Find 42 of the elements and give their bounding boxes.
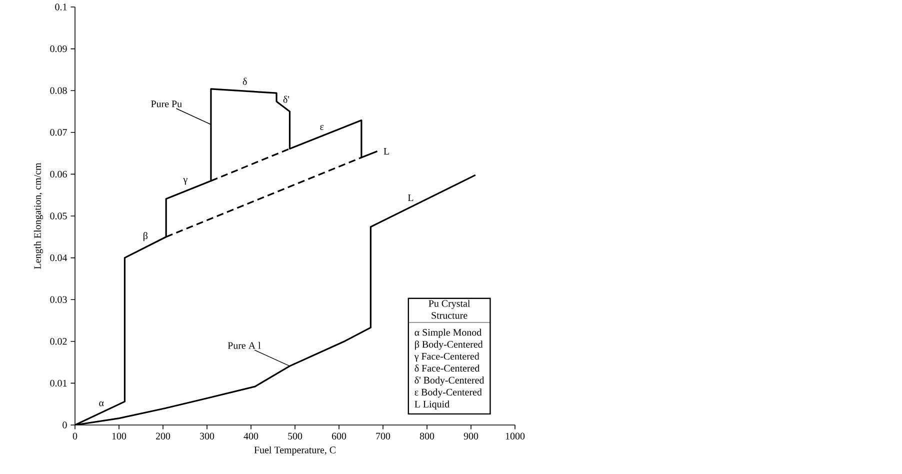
- annotation: δ: [242, 78, 247, 85]
- text: Pure Pu: [151, 100, 182, 108]
- x-tick-label: 300: [200, 432, 214, 440]
- y-tick-label: 0.02: [50, 338, 67, 345]
- y-tick-label: 0: [62, 422, 67, 428]
- y-axis-title: Length Elongation, cm/cm: [34, 162, 43, 269]
- annotation: δ Face-Centered: [414, 364, 480, 372]
- annotation: α Simple Monod: [414, 328, 482, 338]
- x-tick-label: 700: [376, 432, 390, 440]
- y-tick-label: 0.09: [50, 45, 67, 52]
- annotation: L Liquid: [414, 400, 450, 410]
- y-tick-label: 0.1: [55, 4, 67, 10]
- x-tick-label: 600: [332, 432, 346, 440]
- annotation: α: [99, 401, 104, 406]
- text: Pure A l: [228, 342, 261, 349]
- y-tick-label: 0.07: [50, 129, 67, 136]
- y-tick-label: 0.03: [50, 296, 67, 303]
- x-tick-label: 500: [288, 432, 302, 440]
- annotation: ε Body-Centered: [414, 388, 482, 398]
- x-tick-label: 400: [244, 432, 258, 440]
- annotation: Pu Crystal Structure: [428, 300, 470, 319]
- annotation: β: [144, 232, 148, 242]
- annotation: L: [408, 194, 414, 202]
- annotation: ε: [320, 125, 324, 130]
- y-tick-label: 0.01: [50, 380, 67, 387]
- x-axis-title: Fuel Temperature, C: [254, 446, 336, 456]
- y-tick-label: 0.04: [50, 254, 68, 262]
- x-tick-label: 200: [156, 432, 170, 440]
- annotation: L: [384, 148, 389, 154]
- x-tick-label: 900: [464, 432, 478, 440]
- annotation: δ' Body-Centered: [414, 376, 484, 386]
- x-tick-label: 800: [420, 432, 434, 440]
- annotation: γ: [183, 178, 188, 185]
- annotation: γ Face-Centered: [414, 352, 480, 362]
- y-tick-label: 0.08: [50, 87, 67, 94]
- y-tick-label: 0.06: [50, 170, 67, 178]
- y-tick-label: 0.05: [50, 212, 67, 220]
- annotation: δ': [283, 96, 290, 103]
- x-tick-label: 1000: [506, 432, 525, 440]
- x-tick-label: 100: [112, 432, 126, 440]
- annotation: β Body-Centered: [415, 340, 483, 350]
- x-tick-label: 0: [72, 432, 78, 440]
